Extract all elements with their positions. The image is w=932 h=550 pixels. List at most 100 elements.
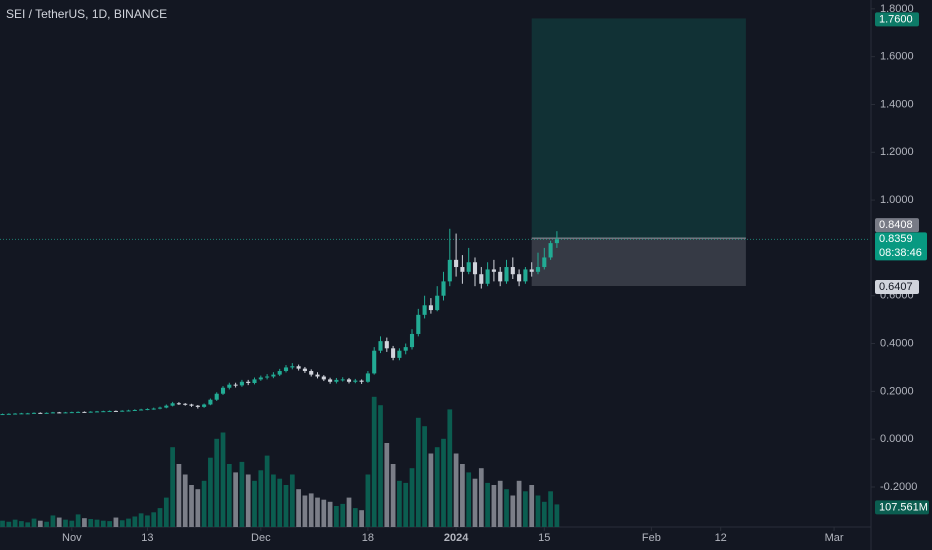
volume-bar (472, 478, 478, 527)
volume-bar (535, 495, 541, 527)
volume-bar (289, 474, 295, 527)
volume-bar (554, 504, 560, 527)
candle-body (302, 368, 307, 372)
volume-bar (510, 495, 516, 527)
volume-bar (88, 519, 94, 527)
stop-zone (531, 238, 746, 286)
volume-bar (239, 461, 245, 527)
candle-body (353, 380, 358, 382)
volume-bar (170, 447, 175, 527)
volume-bar (145, 515, 150, 527)
candle-body (542, 257, 547, 268)
candle-body (548, 243, 553, 258)
candle-body (0, 414, 5, 416)
candle-body (309, 371, 314, 375)
candle-body (220, 387, 226, 394)
volume-bar (75, 514, 81, 527)
volume-bar (365, 474, 371, 527)
candle-body (523, 269, 528, 282)
volume-bar (485, 482, 490, 527)
candle-body (246, 381, 251, 383)
x-tick-label: 12 (715, 532, 727, 544)
candle-body (239, 381, 244, 386)
candle-body (6, 413, 11, 415)
volume-bar (25, 522, 31, 527)
volume-bar (346, 497, 352, 527)
y-tick-label: 1.6000 (880, 51, 914, 63)
volume-bar (0, 520, 5, 527)
volume-bar (321, 499, 327, 527)
candle-body (409, 333, 415, 348)
candle-body (258, 377, 263, 380)
volume-bar (138, 513, 144, 527)
candle-body (359, 380, 364, 382)
y-tick-label: 1.8000 (880, 3, 914, 15)
volume-bar (233, 472, 238, 527)
volume-bar (277, 478, 283, 527)
candle-body (208, 399, 213, 405)
target-zone (531, 18, 746, 239)
candle-body (321, 376, 326, 380)
candle-body (422, 305, 427, 315)
candle-body (504, 267, 509, 282)
candle-body (334, 379, 339, 382)
volume-bar (195, 489, 201, 527)
candle-body (252, 379, 257, 383)
candle-body (271, 374, 276, 377)
volume-bar (384, 443, 390, 527)
y-tick-label: 1.0000 (880, 194, 914, 206)
volume-bar (523, 491, 528, 527)
candle-body (403, 347, 408, 351)
candle-body (265, 376, 270, 378)
volume-bar (208, 457, 213, 527)
volume-bar (415, 417, 421, 527)
candle-body (44, 412, 49, 414)
volume-bar (151, 512, 157, 527)
volume-bar (113, 517, 119, 527)
candle-body (378, 341, 383, 351)
candle-body (113, 410, 118, 412)
candle-body (479, 274, 484, 284)
candle-body (107, 410, 112, 412)
candle-body (38, 412, 43, 414)
y-tick-label: 1.4000 (880, 98, 914, 110)
stop-label-box (875, 279, 919, 294)
volume-label-box (875, 500, 929, 515)
candle-body (365, 373, 370, 382)
candle-body (76, 411, 81, 413)
candle-body (145, 409, 150, 411)
volume-bar (340, 503, 346, 527)
volume-bar (245, 474, 251, 527)
last-price-box (875, 232, 927, 261)
candle-body (529, 269, 534, 272)
target-label-box (875, 12, 919, 27)
candle-body (151, 408, 156, 410)
x-tick-label: Nov (62, 532, 82, 544)
candle-body (384, 341, 389, 349)
candle-body (290, 366, 295, 368)
candle-body (510, 267, 515, 275)
volume-bar (516, 480, 522, 527)
entry-label-box (875, 218, 919, 233)
candle-body (69, 412, 74, 414)
volume-bar (403, 482, 409, 527)
stop-label: 0.6407 (879, 281, 913, 293)
candle-body (435, 295, 440, 311)
x-tick-label: 13 (141, 532, 153, 544)
target-label: 1.7600 (879, 13, 913, 25)
x-tick-label: Dec (251, 532, 271, 544)
volume-bar (157, 508, 163, 527)
candle-body (346, 379, 352, 382)
candle-body (554, 239, 559, 244)
candle-body (157, 407, 163, 409)
volume-bar (107, 521, 112, 527)
volume-bar (397, 480, 402, 527)
x-tick-label: 2024 (444, 532, 469, 544)
y-tick-label: 0.2000 (880, 385, 914, 397)
volume-bar (371, 396, 377, 527)
volume-bar (19, 521, 24, 527)
candle-body (441, 281, 446, 296)
